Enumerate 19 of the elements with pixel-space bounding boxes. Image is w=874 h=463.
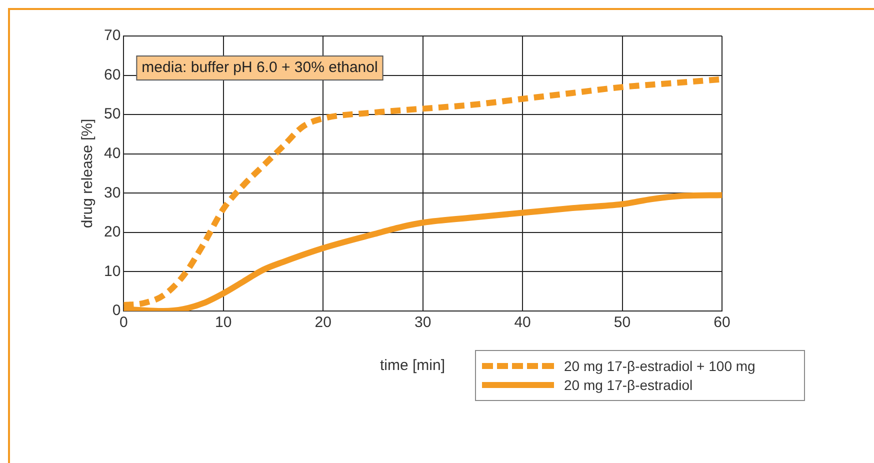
y-tick-label: 10 <box>104 262 121 280</box>
x-tick-label: 40 <box>514 314 531 332</box>
x-axis-title: time [min] <box>380 357 446 374</box>
y-tick-label: 0 <box>112 302 121 320</box>
x-tick-label: 60 <box>714 314 730 332</box>
x-tick-label: 10 <box>215 314 232 332</box>
y-tick-label: 30 <box>104 184 121 202</box>
y-tick-label: 60 <box>104 66 121 84</box>
legend-label: 20 mg 17-β-estradiol <box>564 377 693 393</box>
y-tick-label: 70 <box>104 27 121 44</box>
y-tick-label: 40 <box>104 145 121 162</box>
y-tick-label: 50 <box>104 106 121 123</box>
annotation: media: buffer pH 6.0 + 30% ethanol <box>142 59 378 76</box>
x-tick-label: 50 <box>614 314 631 332</box>
y-axis-title: drug release [%] <box>79 118 96 228</box>
x-tick-label: 30 <box>414 314 432 332</box>
y-tick-label: 20 <box>104 224 121 241</box>
x-tick-label: 20 <box>314 314 332 332</box>
legend-label: 20 mg 17-β-estradiol + 100 mg <box>564 358 756 374</box>
